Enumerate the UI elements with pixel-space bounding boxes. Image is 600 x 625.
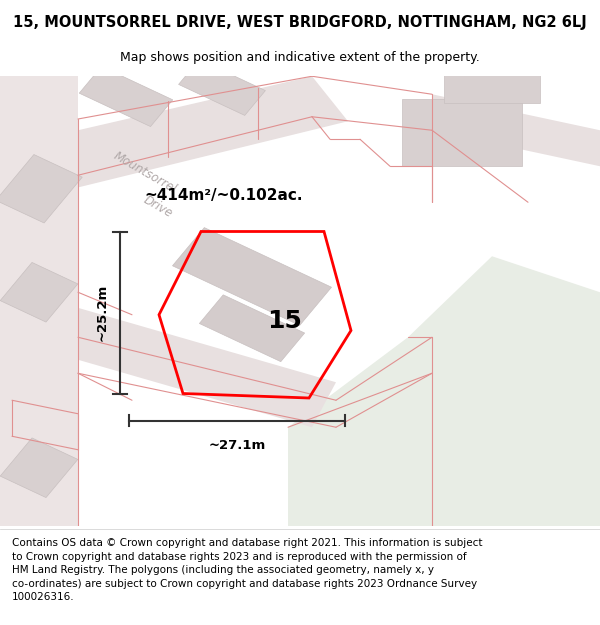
Polygon shape (0, 76, 348, 198)
Text: Mountsorrel: Mountsorrel (111, 150, 179, 196)
Polygon shape (288, 256, 600, 526)
Text: ~27.1m: ~27.1m (208, 439, 266, 452)
Polygon shape (0, 438, 78, 498)
Polygon shape (0, 76, 78, 526)
Polygon shape (172, 228, 332, 326)
Text: ~414m²/~0.102ac.: ~414m²/~0.102ac. (144, 188, 302, 203)
Polygon shape (432, 94, 600, 166)
Text: Map shows position and indicative extent of the property.: Map shows position and indicative extent… (120, 51, 480, 64)
Text: 15, MOUNTSORREL DRIVE, WEST BRIDGFORD, NOTTINGHAM, NG2 6LJ: 15, MOUNTSORREL DRIVE, WEST BRIDGFORD, N… (13, 16, 587, 31)
Text: Drive: Drive (141, 193, 175, 220)
Text: 15: 15 (268, 309, 302, 334)
Polygon shape (444, 72, 540, 103)
Polygon shape (199, 295, 305, 362)
Polygon shape (0, 262, 78, 322)
Polygon shape (402, 99, 522, 166)
Polygon shape (179, 59, 265, 116)
Polygon shape (79, 66, 173, 126)
Polygon shape (0, 292, 336, 428)
Polygon shape (0, 154, 82, 223)
Text: ~25.2m: ~25.2m (95, 284, 109, 341)
Text: Contains OS data © Crown copyright and database right 2021. This information is : Contains OS data © Crown copyright and d… (12, 538, 482, 602)
